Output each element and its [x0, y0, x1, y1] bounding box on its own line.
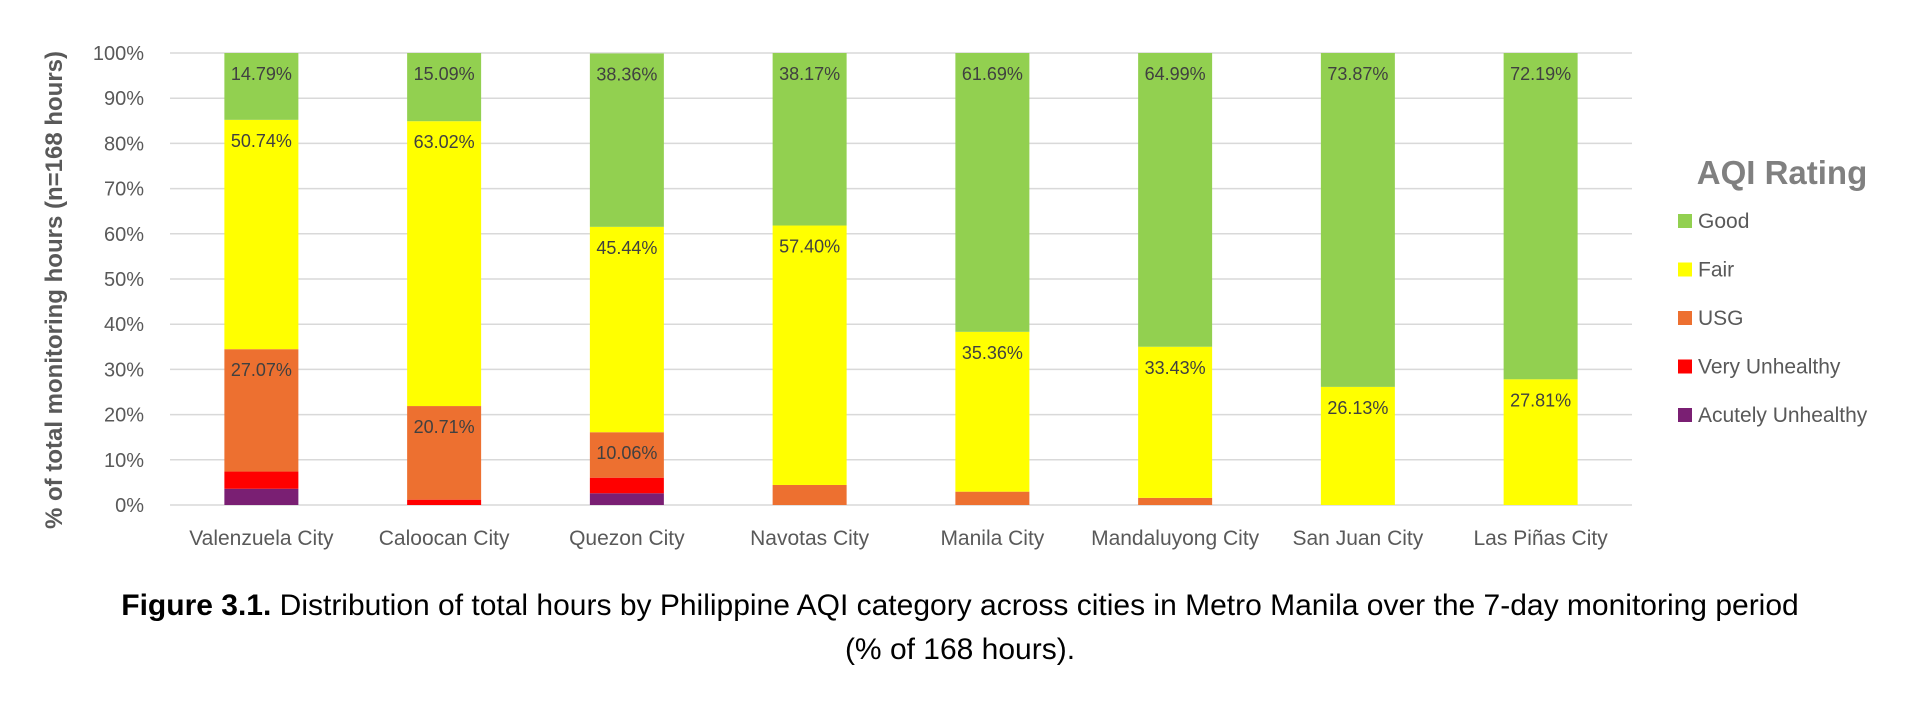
- bar-segment: [589, 432, 664, 478]
- bar-segment: [772, 225, 847, 485]
- caption-label: Figure 3.1.: [121, 589, 272, 622]
- bar-segment: [224, 488, 299, 505]
- legend-label: USG: [1698, 307, 1744, 330]
- bar-segment: [1503, 379, 1578, 505]
- legend-swatch: [1678, 311, 1692, 325]
- bar-segment: [1138, 53, 1213, 347]
- bar-segment: [407, 406, 482, 500]
- bar-segment: [1320, 53, 1395, 387]
- y-axis-label: % of total monitoring hours (n=168 hours…: [41, 51, 68, 529]
- data-label: 73.87%: [1327, 64, 1388, 84]
- bar-segment: [1138, 346, 1213, 498]
- bar-segment: [407, 121, 482, 407]
- y-tick-label: 100%: [93, 43, 144, 65]
- data-label: 38.36%: [596, 64, 657, 84]
- bar-segment: [955, 53, 1030, 332]
- data-label: 27.07%: [231, 360, 292, 380]
- legend-label: Good: [1698, 210, 1749, 233]
- bar-segment: [1503, 53, 1578, 380]
- y-tick-label: 10%: [104, 450, 144, 472]
- legend-swatch: [1678, 408, 1692, 422]
- data-labels: 27.07% 50.74% 14.79% 20.71% 63.02% 15.09% 10.0…: [231, 64, 1571, 463]
- data-label: 33.43%: [1145, 358, 1206, 378]
- y-tick-label: 90%: [104, 88, 144, 110]
- y-tick-label: 40%: [104, 314, 144, 336]
- y-tick-label: 30%: [104, 359, 144, 381]
- bar-segment: [407, 499, 482, 505]
- data-label: 10.06%: [596, 443, 657, 463]
- x-tick-label: Quezon City: [569, 527, 685, 550]
- y-tick-label: 60%: [104, 224, 144, 246]
- legend-label: Very Unhealthy: [1698, 356, 1841, 379]
- bar-segment: [224, 471, 299, 489]
- data-label: 15.09%: [414, 64, 475, 84]
- data-label: 50.74%: [231, 131, 292, 151]
- legend: AQI Rating Good Fair USG Very Unhealthy Acut…: [1678, 154, 1868, 427]
- legend-swatch: [1678, 262, 1692, 277]
- data-label: 57.40%: [779, 237, 840, 257]
- data-label: 45.44%: [596, 238, 657, 258]
- bar-segment: [772, 53, 847, 226]
- bar-segment: [224, 349, 299, 472]
- y-tick-label: 20%: [104, 405, 144, 427]
- bar-segment: [955, 491, 1030, 505]
- data-label: 61.69%: [962, 64, 1023, 84]
- bar-segment: [589, 477, 664, 494]
- bar-segment: [224, 119, 299, 350]
- bar-segment: [772, 484, 847, 505]
- data-label: 35.36%: [962, 343, 1023, 363]
- bar-segment: [955, 331, 1030, 492]
- bar-segment: [589, 53, 664, 227]
- bar-segment: [589, 226, 664, 433]
- x-tick-label: Caloocan City: [379, 527, 510, 550]
- x-tick-label: Navotas City: [750, 527, 870, 550]
- legend-label: Fair: [1698, 259, 1734, 282]
- bar-segment: [224, 53, 299, 120]
- y-tick-label: 80%: [104, 133, 144, 155]
- data-label: 72.19%: [1510, 64, 1571, 84]
- data-label: 14.79%: [231, 64, 292, 84]
- x-tick-label: Manila City: [940, 527, 1044, 550]
- x-axis: Valenzuela City Caloocan City Quezon City N…: [189, 527, 1608, 550]
- x-tick-label: Las Piñas City: [1474, 527, 1609, 550]
- stacked-bar-chart: 0% 10% 20% 30% 40% 50% 60% 70% 80% 90% 100% 27.07%…: [41, 43, 1868, 550]
- bar-segment: [1320, 386, 1395, 505]
- y-axis: 0% 10% 20% 30% 40% 50% 60% 70% 80% 90% 100%: [93, 43, 144, 517]
- y-tick-label: 0%: [115, 495, 144, 517]
- legend-title: AQI Rating: [1697, 154, 1868, 191]
- x-tick-label: Mandaluyong City: [1091, 527, 1260, 550]
- caption-text: Distribution of total hours by Philippin…: [271, 589, 1799, 666]
- legend-swatch: [1678, 359, 1692, 374]
- data-label: 27.81%: [1510, 390, 1571, 410]
- x-tick-label: Valenzuela City: [189, 527, 334, 550]
- x-tick-label: San Juan City: [1293, 527, 1424, 550]
- data-label: 63.02%: [414, 132, 475, 152]
- bar-segment: [589, 493, 664, 505]
- y-tick-label: 70%: [104, 179, 144, 201]
- legend-label: Acutely Unhealthy: [1698, 404, 1868, 427]
- data-label: 20.71%: [414, 417, 475, 437]
- data-label: 26.13%: [1327, 398, 1388, 418]
- bars: [224, 53, 1578, 505]
- data-label: 64.99%: [1145, 64, 1206, 84]
- legend-swatch: [1678, 214, 1692, 228]
- y-tick-label: 50%: [104, 269, 144, 291]
- figure-caption: Figure 3.1. Distribution of total hours …: [100, 584, 1820, 672]
- gridlines: [170, 52, 1632, 506]
- bar-segment: [407, 53, 482, 122]
- bar-segment: [1138, 497, 1213, 505]
- data-label: 38.17%: [779, 64, 840, 84]
